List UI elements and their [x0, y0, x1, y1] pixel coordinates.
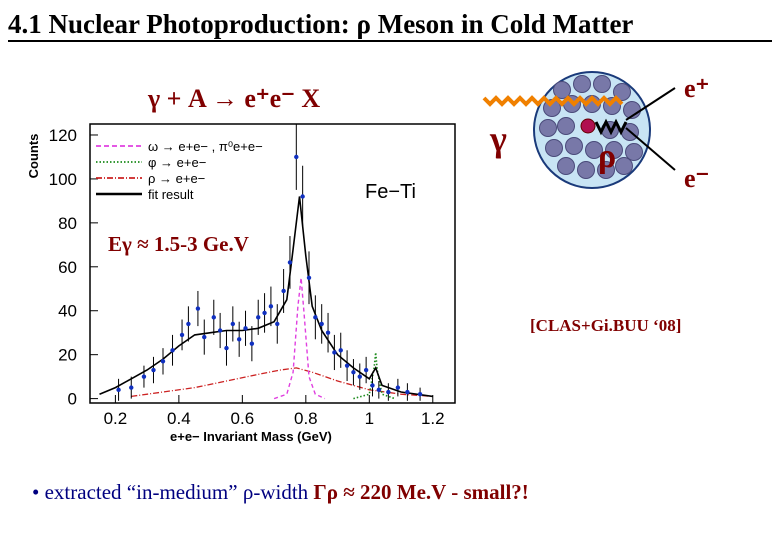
diagram-e-plus-label: e⁺	[684, 74, 710, 103]
diagram-rho-label: ρ	[598, 138, 617, 175]
plot-frame	[89, 123, 456, 404]
data-point-39	[405, 389, 410, 395]
legend-label-0: ω → e+e− , π⁰e+e−	[148, 139, 263, 154]
nucleon-15	[605, 141, 623, 159]
y-tick-label-1: 20	[58, 346, 77, 365]
data-point-14	[236, 337, 242, 342]
diagram-e-minus-label: e⁻	[684, 164, 710, 193]
data-point-7	[186, 321, 191, 327]
data-point-20	[275, 321, 280, 327]
data-point-13	[230, 321, 236, 327]
data-point-15	[243, 326, 248, 331]
data-point-23	[294, 154, 299, 160]
nucleon-9	[557, 117, 575, 135]
nucleon-20	[615, 157, 633, 175]
data-point-34	[363, 367, 369, 373]
bullet-text: • extracted “in-medium” ρ-width	[32, 480, 314, 504]
data-point-8	[195, 306, 201, 311]
legend-label-2: ρ → e+e−	[148, 171, 205, 186]
data-point-40	[417, 392, 423, 397]
x-tick-label-0: 0.2	[104, 409, 128, 428]
data-point-35	[370, 383, 375, 388]
data-point-22	[287, 260, 293, 265]
nucleon-0	[553, 81, 571, 99]
nucleon-8	[539, 119, 557, 137]
legend-label-3: fit result	[148, 187, 194, 202]
nucleus-diagram	[482, 71, 676, 189]
reaction-equation: γ + A → e⁺e⁻ X	[148, 84, 321, 113]
slide-title: 4.1 Nuclear Photoproduction: ρ Meson in …	[8, 8, 772, 42]
data-point-27	[319, 321, 324, 327]
x-tick-label-3: 0.8	[294, 409, 318, 428]
nucleon-16	[625, 143, 643, 161]
data-point-16	[249, 341, 255, 346]
x-tick-label-4: 1	[365, 409, 374, 428]
data-point-32	[351, 370, 356, 375]
data-point-11	[217, 328, 223, 333]
chart-background	[20, 116, 456, 448]
data-point-29	[332, 350, 337, 355]
rho-vertex	[580, 118, 596, 134]
nucleon-3	[613, 83, 631, 101]
data-point-4	[160, 359, 166, 364]
data-point-38	[395, 385, 401, 390]
x-tick-label-5: 1.2	[421, 409, 445, 428]
nucleons	[539, 75, 643, 179]
data-point-12	[224, 345, 229, 351]
data-point-33	[357, 374, 362, 379]
y-tick-label-3: 60	[58, 258, 77, 277]
nucleon-17	[557, 157, 575, 175]
bullet-width-value: Γρ ≈ 220 Me.V - small?!	[313, 480, 529, 504]
nucleon-1	[573, 75, 591, 93]
electron-plus-line	[625, 87, 676, 121]
nucleon-12	[545, 139, 563, 157]
data-point-3	[151, 367, 156, 373]
bullet-point: • extracted “in-medium” ρ-width Γρ ≈ 220…	[32, 480, 529, 505]
y-tick-label-5: 100	[49, 170, 77, 189]
data-point-25	[306, 275, 312, 280]
y-tick-label-6: 120	[49, 126, 77, 145]
data-point-21	[281, 288, 286, 294]
data-point-17	[256, 315, 261, 320]
y-tick-label-4: 80	[58, 214, 77, 233]
data-point-18	[262, 310, 267, 316]
data-point-1	[129, 385, 134, 390]
y-tick-label-0: 0	[68, 390, 77, 409]
data-point-28	[325, 330, 331, 335]
data-point-2	[141, 374, 147, 379]
nucleon-19	[597, 161, 615, 179]
invariant-mass-chart: Counts e+e− Invariant Mass (GeV) Fe−Ti 0…	[20, 116, 456, 448]
data-point-36	[376, 387, 382, 393]
data-point-26	[313, 315, 318, 320]
data-point-30	[338, 348, 343, 353]
data-point-5	[170, 348, 175, 353]
x-tick-label-1: 0.4	[167, 409, 191, 428]
data-point-24	[300, 194, 305, 199]
omega-contribution-curve	[273, 277, 326, 400]
y-tick-label-2: 40	[58, 302, 77, 321]
rho-contribution-curve	[131, 367, 433, 398]
x-axis-label: e+e− Invariant Mass (GeV)	[170, 429, 332, 444]
data-point-10	[211, 315, 216, 320]
nucleon-13	[565, 137, 583, 155]
y-axis-label: Counts	[26, 134, 41, 179]
nucleon-2	[593, 75, 611, 93]
nucleon-18	[577, 161, 595, 179]
data-point-31	[344, 363, 350, 368]
data-point-9	[202, 334, 207, 340]
chart-target-label: Fe−Ti	[365, 181, 416, 203]
diagram-gamma-label: γ	[490, 119, 507, 159]
rho-propagator	[594, 118, 628, 136]
beam-energy-label: Eγ ≈ 1.5-3 Ge.V	[108, 232, 249, 256]
legend-label-1: φ → e+e−	[148, 155, 206, 170]
electron-minus-line	[625, 127, 676, 171]
citation: [CLAS+Gi.BUU ‘08]	[530, 316, 682, 335]
photon-wavy-line	[482, 95, 624, 107]
x-tick-label-2: 0.6	[231, 409, 255, 428]
data-point-19	[268, 304, 274, 309]
data-point-6	[179, 332, 185, 338]
nucleon-14	[585, 141, 603, 159]
data-point-37	[386, 389, 391, 395]
data-point-0	[116, 387, 121, 393]
